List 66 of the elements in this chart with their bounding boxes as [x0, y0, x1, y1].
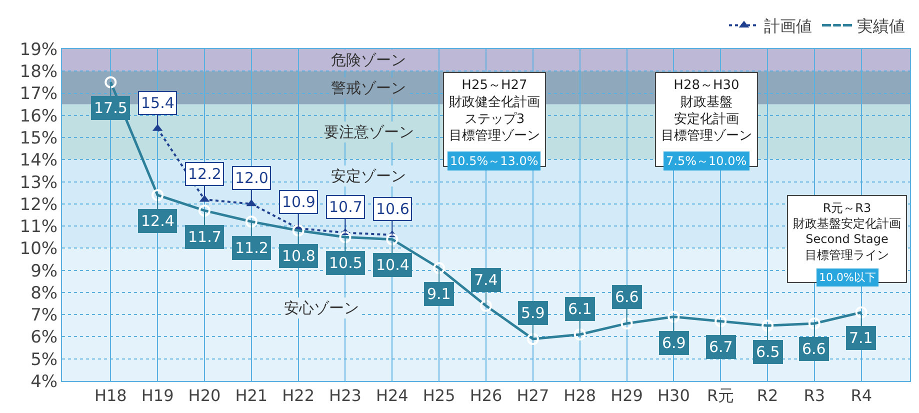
data-label: 7.4	[474, 271, 498, 289]
data-label: 9.1	[427, 285, 451, 303]
x-tick-label: R3	[804, 386, 826, 406]
data-label: 6.7	[709, 338, 733, 356]
x-tick-label: R4	[850, 386, 872, 406]
band-label: 危険ゾーン	[331, 51, 406, 69]
band-label: 警戒ゾーン	[331, 79, 406, 97]
band-label: 安心ゾーン	[284, 299, 359, 317]
x-tick-label: R2	[756, 386, 778, 406]
y-tick-label: 9%	[30, 261, 58, 282]
y-tick-label: 14%	[20, 150, 58, 171]
data-label: 6.1	[568, 300, 592, 318]
y-tick-label: 17%	[20, 84, 58, 104]
x-tick-label: H21	[235, 386, 268, 406]
y-tick-label: 11%	[20, 217, 58, 238]
y-tick-label: 18%	[20, 62, 58, 82]
band-label: 安定ゾーン	[331, 167, 406, 185]
data-label: 12.4	[141, 212, 174, 230]
data-label: 11.7	[188, 228, 222, 246]
x-tick-label: H23	[329, 386, 362, 406]
y-tick-label: 7%	[30, 306, 58, 326]
y-tick-label: 15%	[20, 128, 58, 148]
data-label: 11.2	[235, 239, 268, 257]
x-tick-label: H30	[657, 386, 690, 406]
data-label: 10.7	[329, 198, 362, 216]
x-tick-label: H27	[516, 386, 550, 406]
x-tick-label: H24	[376, 386, 408, 406]
data-label: 12.0	[235, 169, 268, 187]
y-tick-label: 4%	[30, 372, 58, 392]
data-label: 6.6	[615, 288, 639, 306]
x-tick-label: H20	[188, 386, 221, 406]
y-tick-label: 13%	[20, 172, 58, 193]
data-label: 15.4	[141, 94, 174, 112]
y-tick-label: 10%	[20, 239, 58, 260]
x-tick-label: H19	[141, 386, 174, 406]
legend-label: 実績値	[857, 16, 905, 36]
annotation: H28～H30 財政基盤安定化計画目標管理ゾーン 7.5%～10.0%	[661, 78, 752, 168]
data-label: 10.8	[282, 247, 316, 265]
x-tick-label: H26	[470, 386, 502, 406]
x-tick-label: H28	[564, 386, 596, 406]
y-tick-label: 8%	[30, 283, 58, 304]
band-label: 要注意ゾーン	[324, 123, 414, 141]
data-label: 10.6	[376, 200, 410, 218]
data-label: 10.4	[376, 256, 410, 274]
y-tick-label: 19%	[20, 40, 58, 60]
data-label: 6.9	[662, 334, 686, 352]
y-tick-label: 12%	[20, 194, 58, 215]
data-label: 17.5	[94, 99, 128, 117]
y-tick-label: 5%	[30, 350, 58, 370]
data-label: 12.2	[188, 165, 222, 183]
annotation: H25～H27 財政健全化計画ステップ3目標管理ゾーン 10.5%～13.0%	[449, 78, 540, 168]
data-label: 5.9	[521, 304, 545, 322]
data-label: 10.9	[282, 193, 316, 211]
x-tick-label: H29	[610, 386, 643, 406]
data-label: 7.1	[849, 329, 873, 347]
y-tick-label: 16%	[20, 106, 58, 126]
data-label: 10.5	[329, 254, 362, 272]
y-tick-label: 6%	[30, 328, 58, 348]
x-tick-label: H25	[422, 386, 456, 406]
data-label: 6.6	[802, 340, 826, 358]
legend-label: 計画値	[764, 16, 812, 36]
x-tick-label: R元	[707, 386, 734, 406]
x-tick-label: H18	[94, 386, 127, 406]
annotation: R元～R3 財政基盤安定化計画 Second Stage 目標管理ライン 10.0%以下	[793, 201, 901, 284]
x-tick-label: H22	[282, 386, 315, 406]
data-label: 6.5	[756, 343, 780, 361]
